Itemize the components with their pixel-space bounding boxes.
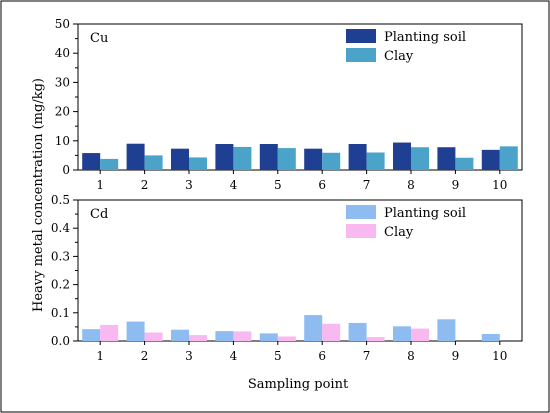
bar-cd-clay <box>322 323 341 341</box>
y-tick-label-cd: 0.3 <box>51 249 70 263</box>
bar-cu-planting-soil <box>348 144 367 170</box>
legend-label-cd: Planting soil <box>384 206 466 221</box>
x-tick-label-cd: 10 <box>492 349 507 363</box>
panel-label-cd: Cd <box>90 207 108 222</box>
x-tick-label-cu: 4 <box>230 178 238 192</box>
bar-cu-planting-soil <box>481 149 500 170</box>
bar-cd-clay <box>277 336 296 341</box>
bar-cd-planting-soil <box>304 315 323 341</box>
x-tick-label-cd: 5 <box>274 349 282 363</box>
bar-cu-clay <box>100 158 119 170</box>
y-tick-label-cd: 0.0 <box>51 334 70 348</box>
x-tick-label-cu: 8 <box>407 178 415 192</box>
bar-cu-planting-soil <box>82 153 101 170</box>
bar-cd-planting-soil <box>259 333 278 341</box>
x-tick-label-cu: 5 <box>274 178 282 192</box>
x-tick-label-cd: 3 <box>185 349 193 363</box>
bar-cu-clay <box>277 148 296 170</box>
x-tick-label-cd: 9 <box>452 349 460 363</box>
x-tick-label-cu: 1 <box>96 178 104 192</box>
y-tick-label-cd: 0.2 <box>51 278 70 292</box>
bar-cd-planting-soil <box>393 326 411 341</box>
y-tick-label-cu: 30 <box>55 75 70 89</box>
bar-cd-planting-soil <box>481 333 500 341</box>
legend-swatch-cu <box>346 48 376 62</box>
bar-cu-clay <box>366 152 385 170</box>
bar-cu-planting-soil <box>171 148 189 170</box>
bar-cu-clay <box>499 146 518 170</box>
x-tick-label-cd: 6 <box>318 349 326 363</box>
bar-cu-clay <box>411 147 429 170</box>
bar-cd-planting-soil <box>171 329 189 341</box>
legend-label-cu: Planting soil <box>384 30 466 45</box>
bar-cu-clay <box>144 155 163 170</box>
bar-cd-planting-soil <box>215 331 234 341</box>
x-axis-label: Sampling point <box>248 377 349 392</box>
bar-cd-planting-soil <box>82 329 101 341</box>
legend-swatch-cd <box>346 205 376 219</box>
y-tick-label-cd: 0.5 <box>51 193 70 207</box>
y-tick-label-cd: 0.4 <box>51 221 70 235</box>
bar-cu-clay <box>322 152 341 170</box>
y-axis-label: Heavy metal concentration (mg/kg) <box>31 78 46 312</box>
bar-cd-planting-soil <box>126 321 145 341</box>
panel-cu: 0 10 20 30 40 50 1 2 3 4 5 6 7 8 9 10 Cu Planting soil Cla… <box>55 17 523 192</box>
y-tick-label-cu: 50 <box>55 17 70 31</box>
bar-cd-clay <box>144 332 163 341</box>
bar-cd-clay <box>189 335 207 341</box>
bar-cu-clay <box>455 157 474 170</box>
x-tick-label-cd: 2 <box>141 349 149 363</box>
x-tick-label-cu: 3 <box>185 178 193 192</box>
bar-cu-planting-soil <box>215 144 234 170</box>
bar-cu-planting-soil <box>393 142 411 170</box>
bar-cd-clay <box>100 324 119 341</box>
x-tick-label-cu: 6 <box>318 178 326 192</box>
y-tick-label-cu: 10 <box>55 134 70 148</box>
y-tick-label-cu: 20 <box>55 105 70 119</box>
bar-cu-planting-soil <box>126 143 145 170</box>
panel-cd: 0.0 0.1 0.2 0.3 0.4 0.5 1 2 3 4 5 6 7 8 9 10 Cd Planting … <box>51 193 523 363</box>
legend-swatch-cu <box>346 29 376 43</box>
x-tick-label-cu: 7 <box>363 178 371 192</box>
bar-cu-clay <box>233 146 252 170</box>
bar-cd-planting-soil <box>348 322 367 341</box>
x-tick-label-cd: 4 <box>230 349 238 363</box>
bar-cu-planting-soil <box>437 147 456 170</box>
bar-cd-clay <box>233 331 252 341</box>
x-tick-label-cu: 2 <box>141 178 149 192</box>
x-tick-label-cd: 1 <box>96 349 104 363</box>
y-tick-label-cu: 0 <box>62 163 70 177</box>
bar-cu-clay <box>189 157 207 170</box>
panel-label-cu: Cu <box>90 31 108 46</box>
bar-cu-planting-soil <box>259 144 278 170</box>
x-tick-label-cu: 10 <box>492 178 507 192</box>
legend-label-cu: Clay <box>384 49 414 64</box>
legend-swatch-cd <box>346 224 376 238</box>
y-tick-label-cu: 40 <box>55 46 70 60</box>
x-tick-label-cd: 7 <box>363 349 371 363</box>
y-tick-label-cd: 0.1 <box>51 306 70 320</box>
x-tick-label-cd: 8 <box>407 349 415 363</box>
bar-cd-planting-soil <box>437 319 456 341</box>
bar-cu-planting-soil <box>304 148 323 170</box>
legend-label-cd: Clay <box>384 225 414 240</box>
bar-cd-clay <box>411 328 429 341</box>
x-tick-label-cu: 9 <box>452 178 460 192</box>
bar-cd-clay <box>366 337 385 341</box>
